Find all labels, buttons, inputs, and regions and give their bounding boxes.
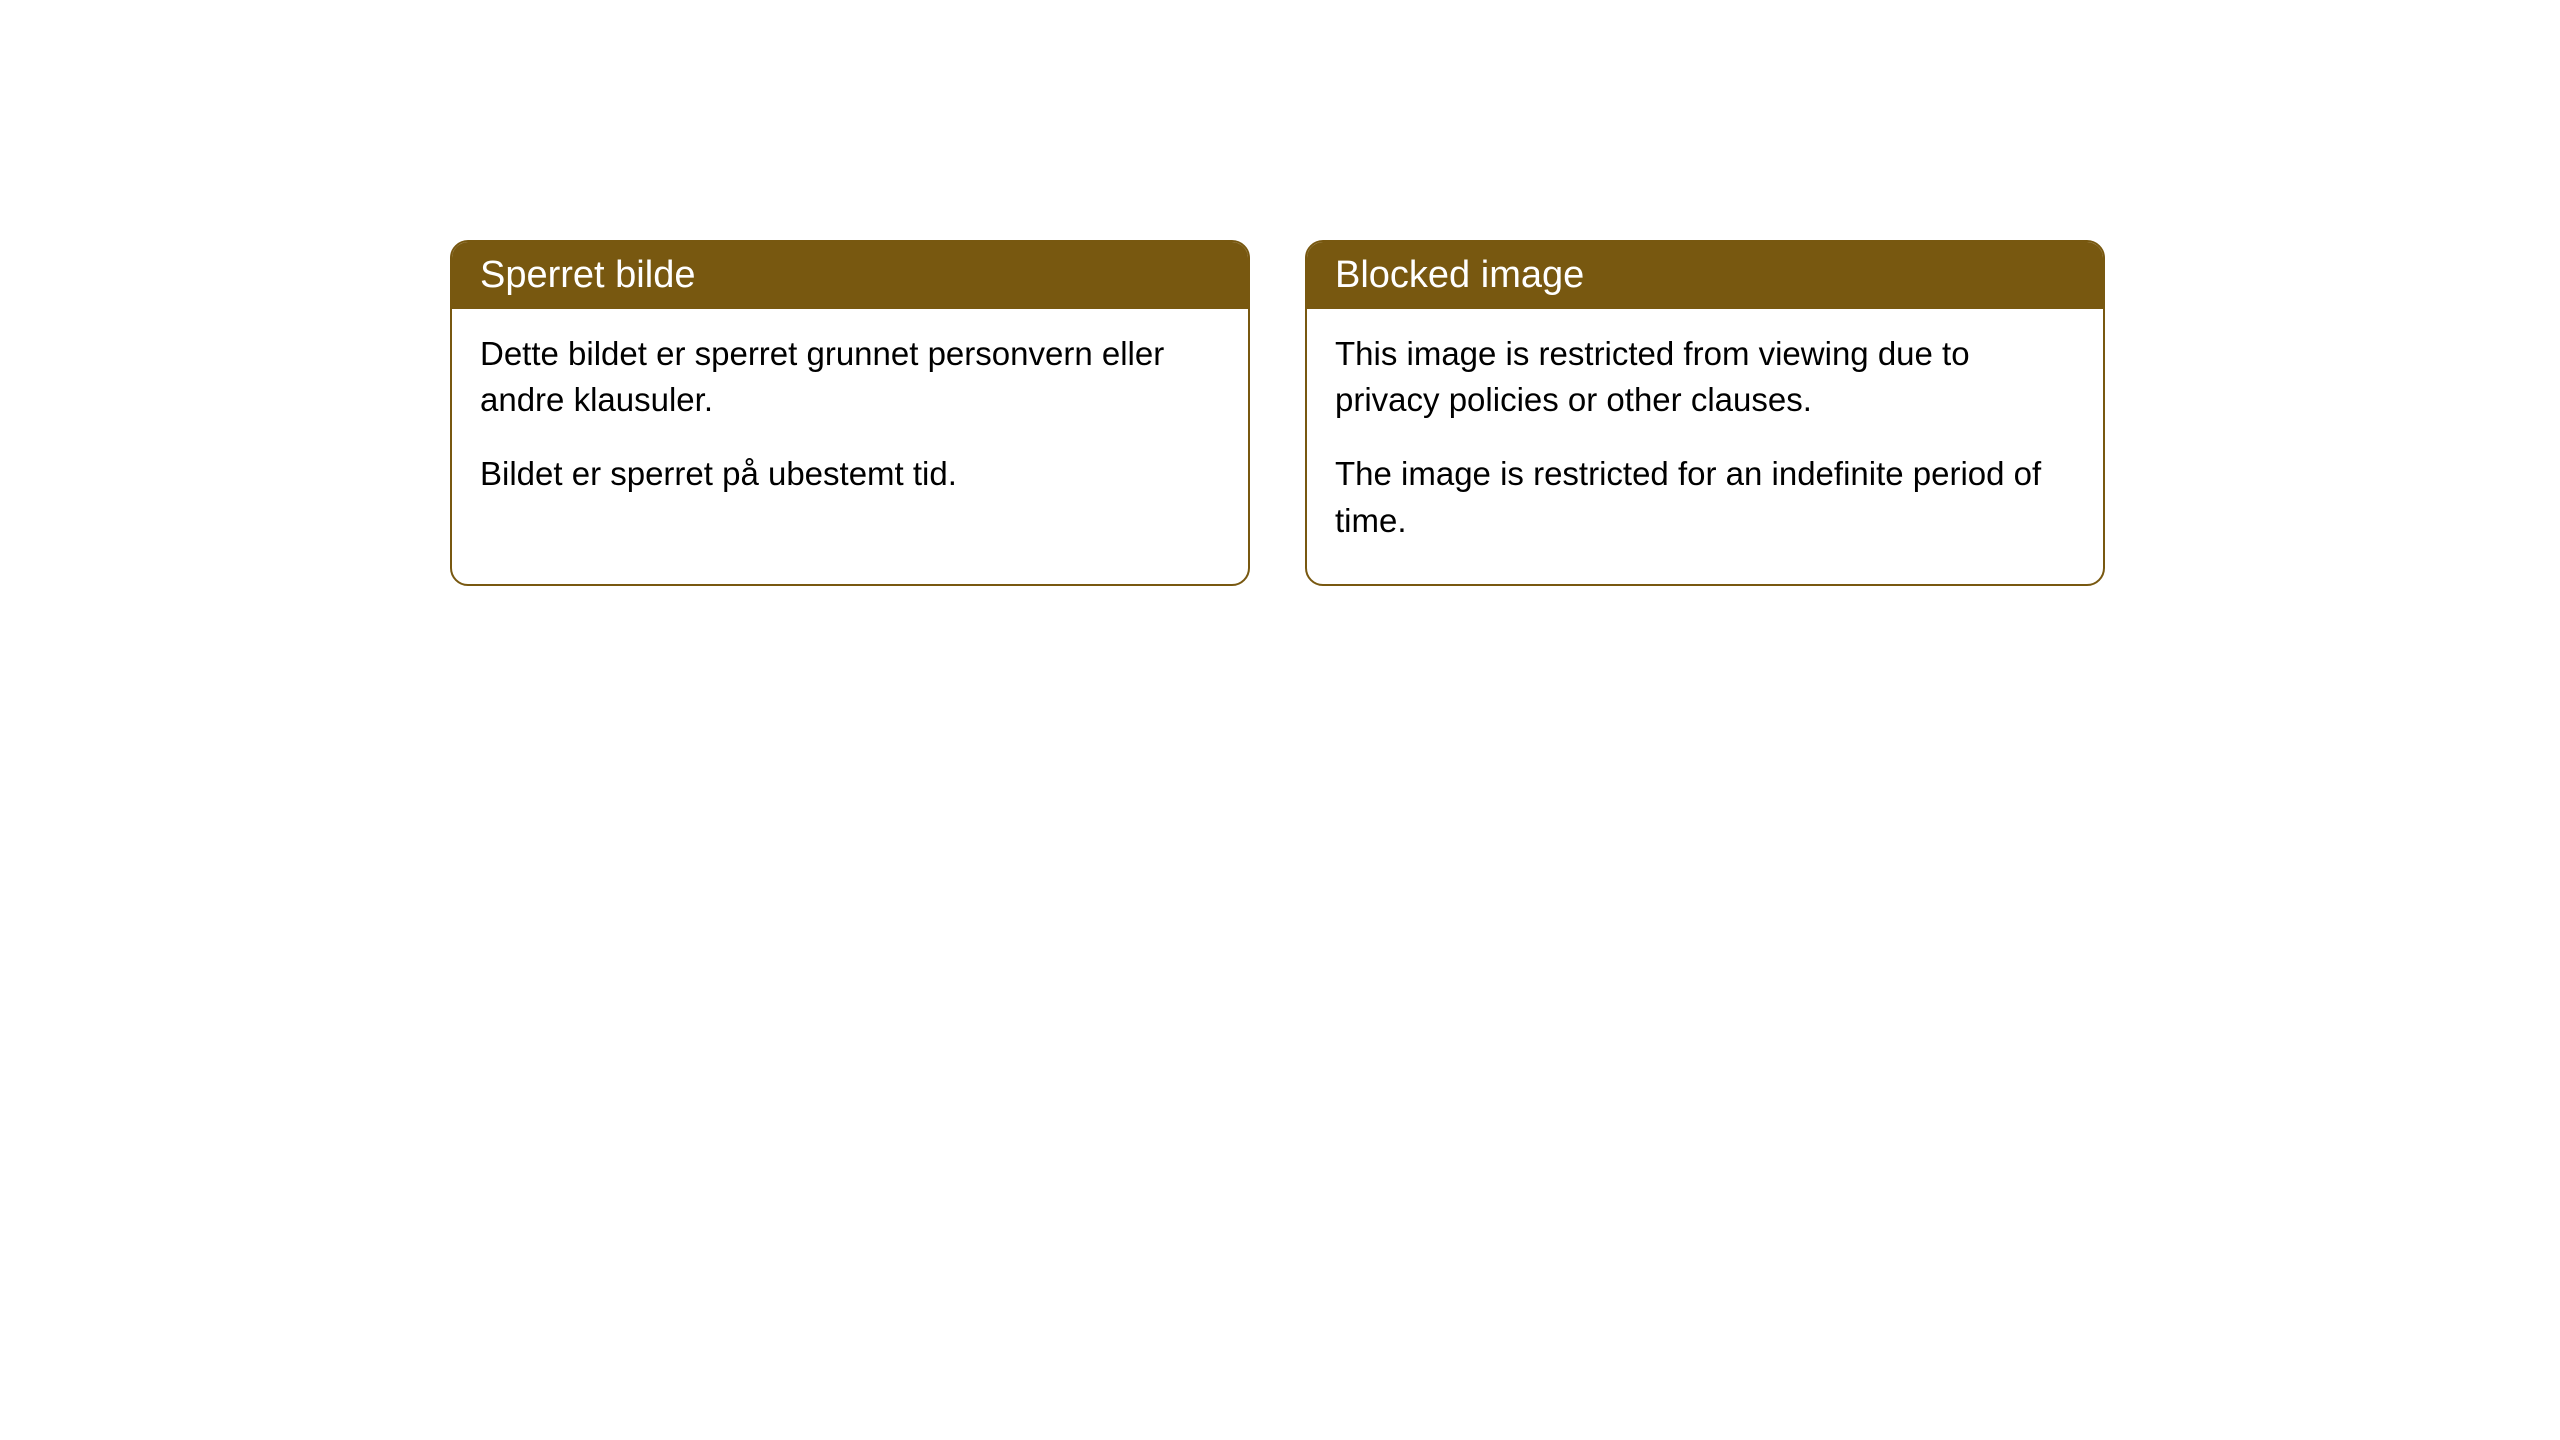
blocked-image-card-english: Blocked image This image is restricted f… [1305, 240, 2105, 586]
card-header: Sperret bilde [452, 242, 1248, 309]
card-header: Blocked image [1307, 242, 2103, 309]
card-paragraph: Bildet er sperret på ubestemt tid. [480, 451, 1220, 497]
card-title: Blocked image [1335, 254, 1584, 296]
card-body: This image is restricted from viewing du… [1307, 309, 2103, 584]
card-paragraph: This image is restricted from viewing du… [1335, 331, 2075, 423]
card-paragraph: The image is restricted for an indefinit… [1335, 451, 2075, 543]
card-paragraph: Dette bildet er sperret grunnet personve… [480, 331, 1220, 423]
cards-container: Sperret bilde Dette bildet er sperret gr… [450, 240, 2105, 586]
card-title: Sperret bilde [480, 254, 695, 296]
blocked-image-card-norwegian: Sperret bilde Dette bildet er sperret gr… [450, 240, 1250, 586]
card-body: Dette bildet er sperret grunnet personve… [452, 309, 1248, 538]
